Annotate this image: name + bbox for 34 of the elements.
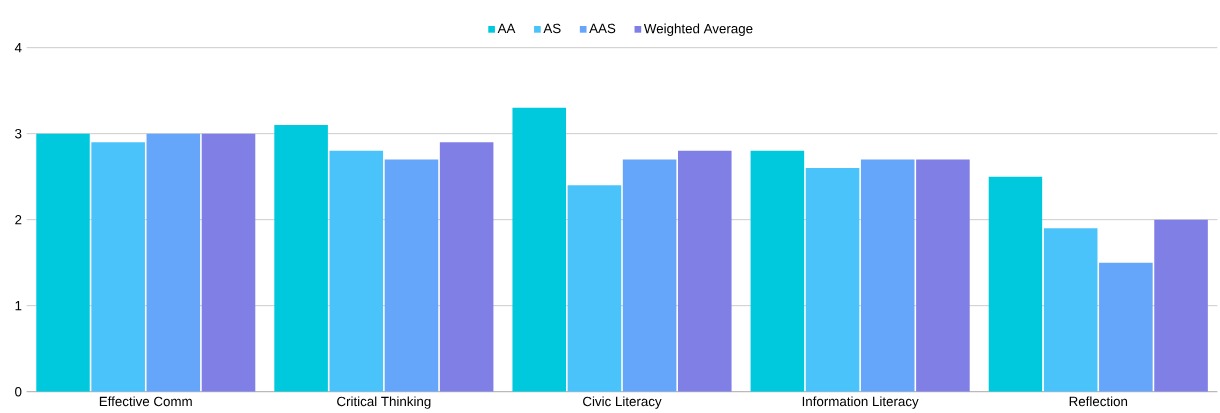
bar — [805, 167, 860, 392]
x-tick-label: Information Literacy — [802, 396, 919, 409]
bar — [201, 133, 256, 392]
bar — [36, 133, 90, 392]
y-tick-label: 0 — [15, 386, 22, 397]
bar — [1154, 219, 1208, 392]
bar — [1099, 262, 1153, 392]
bar — [384, 159, 439, 392]
bar — [512, 107, 567, 392]
y-tick-label: 4 — [14, 42, 22, 53]
bar — [91, 142, 145, 392]
bar — [988, 176, 1043, 392]
bar — [329, 150, 384, 392]
bar — [750, 150, 805, 392]
y-tick-label: 3 — [15, 128, 22, 139]
y-tick-label: 1 — [15, 300, 22, 311]
x-tick-label: Critical Thinking — [337, 396, 431, 409]
x-tick-label: Effective Comm — [99, 396, 192, 407]
x-tick-label: Civic Literacy — [583, 396, 662, 409]
bar — [916, 159, 970, 392]
bar — [860, 159, 915, 392]
bar — [1043, 228, 1098, 392]
bar — [622, 159, 677, 392]
legend-label: AA — [497, 23, 516, 33]
x-tick-label: Reflection — [1069, 396, 1128, 407]
bar — [439, 142, 494, 392]
legend-label: AS — [543, 23, 561, 34]
legend-label: Weighted Average — [643, 23, 753, 36]
legend-label: AAS — [589, 23, 616, 34]
y-tick-label: 2 — [15, 214, 22, 225]
bar — [677, 150, 732, 392]
bar — [274, 124, 328, 392]
bar — [567, 185, 622, 392]
bar — [146, 133, 201, 392]
